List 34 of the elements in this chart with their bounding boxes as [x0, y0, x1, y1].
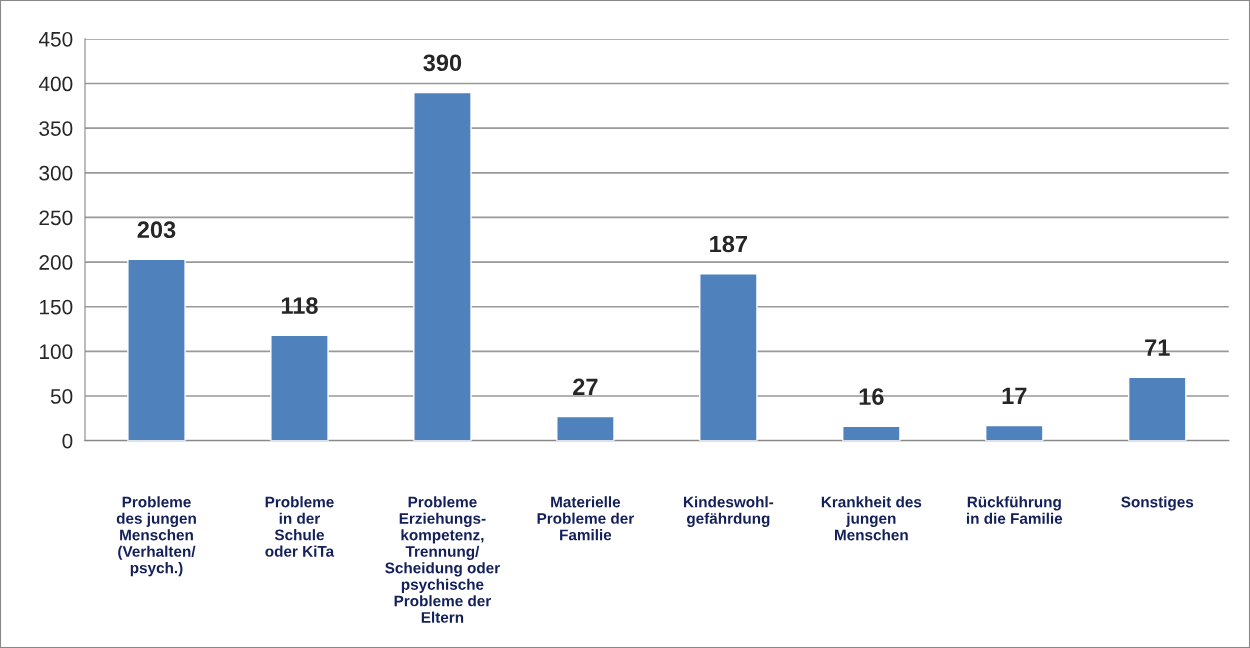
y-tick-label: 100	[40, 344, 73, 360]
bar	[1127, 376, 1187, 441]
bar	[699, 272, 758, 441]
data-label: 187	[710, 235, 748, 253]
bar	[985, 424, 1044, 441]
data-label: 118	[281, 297, 318, 314]
bar	[127, 258, 186, 441]
y-tick-label: 200	[39, 255, 73, 270]
x-tick-label: Materielle Probleme der Familie	[537, 496, 634, 541]
y-tick-label: 400	[38, 76, 73, 92]
x-tick-label: Probleme des jungen Menschen (Verhalten/ psych.)	[116, 496, 196, 577]
x-tick-label: Probleme in der Schule oder KiTa	[265, 496, 335, 557]
data-label: 71	[1145, 339, 1170, 356]
y-tick-label: 450	[38, 31, 73, 47]
bar	[270, 334, 329, 441]
data-label: 27	[573, 378, 598, 395]
bar	[556, 415, 615, 441]
y-tick-label: 50	[50, 389, 73, 404]
bar	[413, 91, 472, 441]
data-label: 16	[859, 388, 884, 406]
data-label: 203	[137, 221, 176, 239]
data-label: 17	[1002, 387, 1027, 404]
x-tick-label: Krankheit des jungen Menschen	[821, 496, 922, 541]
x-tick-label: Kindeswohl- gefährdung	[683, 496, 774, 527]
y-tick-label: 150	[40, 299, 73, 315]
data-label: 390	[423, 54, 462, 72]
x-tick-label: Sonstiges	[1121, 496, 1194, 511]
x-tick-label: Rückführung in die Familie	[966, 496, 1063, 524]
bar	[842, 425, 901, 441]
y-tick-label: 300	[39, 165, 73, 181]
y-tick-label: 250	[39, 210, 73, 226]
y-tick-label: 350	[39, 121, 73, 136]
x-tick-label: Probleme Erziehungs- kompetenz, Trennung/ Scheidung oder psychische Probleme der Eltern	[385, 496, 500, 623]
y-tick-label: 0	[62, 433, 73, 449]
